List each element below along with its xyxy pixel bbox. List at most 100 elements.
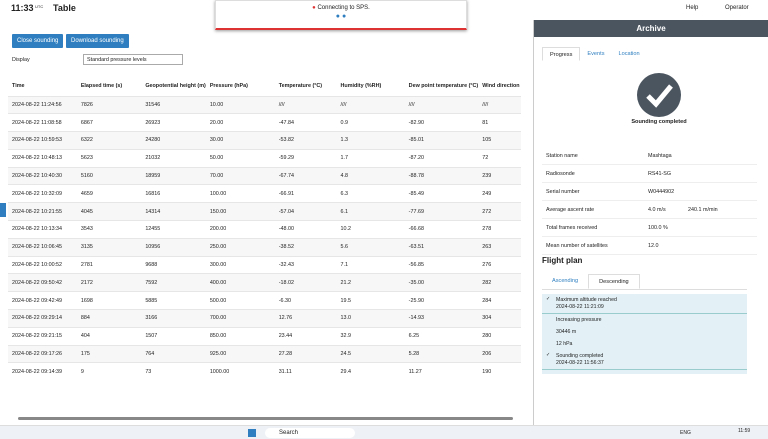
flight-tab[interactable]: Ascending	[552, 278, 579, 284]
table-row[interactable]: 2024-08-22 09:17:26 175 764 925.00 27.28 24.5…	[8, 345, 521, 363]
item-time: 2024-08-22 11:56:37	[556, 360, 604, 366]
table-cell: 4659	[80, 190, 93, 197]
table-cell: 27.28	[278, 351, 293, 358]
flight-plan-title: Flight plan	[542, 256, 583, 265]
table-cell: 1.7	[340, 155, 349, 162]
table-cell: 21.2	[340, 279, 352, 286]
item-label: 30446 m	[556, 329, 577, 335]
table-cell: 24.5	[340, 351, 352, 358]
archive-tab[interactable]: Events	[587, 51, 605, 57]
table-row[interactable]: 2024-08-22 10:06:45 3135 10956 250.00 -38.52…	[8, 238, 521, 257]
table-row[interactable]: 2024-08-22 10:13:34 3543 12455 200.00 -48.00…	[8, 220, 521, 239]
column-header: Geopotential height (m)	[145, 82, 206, 89]
table-cell: 19.5	[340, 297, 352, 304]
table-cell: 10.2	[340, 226, 352, 233]
field-row: Station name Mashtaga	[542, 147, 757, 165]
table-cell: ////	[482, 101, 489, 108]
table-cell: 2781	[80, 262, 93, 269]
table-cell: -82.90	[408, 119, 424, 126]
table-cell: 278	[482, 226, 492, 233]
table-cell: -35.00	[408, 279, 424, 286]
table-cell: 3135	[80, 244, 93, 251]
table-cell: 20.00	[209, 119, 224, 126]
table-row[interactable]: 2024-08-22 10:32:09 4659 16816 100.00 -66.91…	[8, 184, 521, 203]
display-select[interactable]: Standard pressure levels	[83, 54, 183, 65]
table-cell: -25.90	[408, 297, 424, 304]
table-row[interactable]: 2024-08-22 10:59:53 6322 24280 30.00 -53.82 1…	[8, 131, 521, 150]
table-cell: 850.00	[209, 333, 227, 340]
table-cell: 0.9	[340, 119, 349, 126]
table-cell: 700.00	[209, 315, 227, 322]
table-cell: 1000.00	[209, 369, 230, 376]
table-cell: 6322	[80, 137, 93, 144]
table-cell: 2024-08-22 10:40:30	[12, 173, 63, 180]
table-cell: 1698	[80, 297, 93, 304]
table-cell: -53.82	[278, 137, 294, 144]
table-row[interactable]: 2024-08-22 09:42:49 1698 5885 500.00 -6.30 19…	[8, 291, 521, 310]
language[interactable]: ENG	[680, 430, 691, 436]
user-menu[interactable]: Operator	[725, 5, 749, 11]
table-cell: 6.3	[340, 190, 349, 197]
side-toggle[interactable]	[0, 203, 6, 217]
help-menu[interactable]: Help	[686, 5, 699, 11]
table-cell: 9	[80, 369, 84, 376]
table-cell: -66.91	[278, 190, 294, 197]
column-header: Dew point temperature (°C)	[408, 82, 479, 89]
field-label: Mean number of satellites	[546, 243, 608, 249]
table-cell: 50.00	[209, 155, 224, 162]
field-value: RS41-SG	[648, 171, 672, 177]
flight-item: ✓ Sounding completed 2024-08-22 11:56:37	[542, 350, 747, 370]
table-row[interactable]: 2024-08-22 11:08:58 6867 26923 20.00 -47.84 0…	[8, 113, 521, 132]
column-header: Elapsed time (s)	[80, 82, 123, 89]
table-cell: 5.6	[340, 244, 349, 251]
table-row[interactable]: 2024-08-22 09:29:14 884 3166 700.00 12.76 13.…	[8, 309, 521, 328]
table-cell: 272	[482, 208, 492, 215]
system-clock[interactable]: 11:59	[738, 428, 751, 434]
table-cell: 2172	[80, 279, 93, 286]
table-cell: 3543	[80, 226, 93, 233]
table-cell: 764	[145, 351, 155, 358]
flight-tabs: Ascending Descending	[542, 274, 747, 290]
archive-panel: Archive Progress Events Location Sounding …	[533, 20, 768, 425]
column-header: Humidity (%RH)	[340, 82, 382, 89]
table-cell: 175	[80, 351, 90, 358]
table-cell: 5160	[80, 173, 93, 180]
table-cell: 276	[482, 262, 492, 269]
table-row[interactable]: 2024-08-22 10:48:13 5623 21032 50.00 -59.29 1…	[8, 149, 521, 167]
table-row[interactable]: 2024-08-22 09:50:42 2172 7592 400.00 -18.02 2…	[8, 273, 521, 292]
table-cell: 249	[482, 190, 492, 197]
table-cell: 2024-08-22 11:08:58	[12, 119, 62, 126]
table-cell: 4045	[80, 208, 93, 215]
table-row[interactable]: 2024-08-22 11:24:56 7826 31546 10.00 //// ///…	[8, 96, 521, 114]
column-header: Temperature (°C)	[278, 82, 323, 89]
start-button[interactable]	[248, 429, 256, 437]
table-row[interactable]: 2024-08-22 09:14:39 9 73 1000.00 31.11 29.4 11…	[8, 362, 521, 381]
item-time: 2024-08-22 11:21:09	[556, 304, 604, 310]
table-cell: 2024-08-22 09:17:26	[12, 351, 63, 358]
flight-tab[interactable]: Descending	[588, 274, 640, 289]
table-cell: 2024-08-22 09:50:42	[12, 279, 63, 286]
download-button[interactable]: Download sounding	[66, 34, 129, 48]
view-title: Table	[53, 3, 76, 13]
table-cell: 7592	[145, 279, 158, 286]
table-row[interactable]: 2024-08-22 10:21:55 4045 14314 150.00 -57.04…	[8, 202, 521, 221]
table-row[interactable]: 2024-08-22 09:21:15 404 1507 850.00 23.44 32.…	[8, 327, 521, 345]
table-cell: 250.00	[209, 244, 227, 251]
field-value: W0444902	[648, 189, 675, 195]
table-cell: 30.00	[209, 137, 224, 144]
field-value: Mashtaga	[648, 153, 672, 159]
column-header: Time	[12, 82, 25, 89]
archive-tab[interactable]: Progress	[542, 47, 581, 61]
search-box[interactable]: Search	[265, 428, 355, 438]
table-cell: 1507	[145, 333, 158, 340]
table-cell: 2024-08-22 10:32:09	[12, 190, 63, 197]
table-row[interactable]: 2024-08-22 10:40:30 5160 18959 70.00 -67.74 4…	[8, 167, 521, 185]
table-cell: 10.00	[209, 101, 224, 108]
table-cell: 7826	[80, 101, 93, 108]
close-button[interactable]: Close sounding	[12, 34, 64, 48]
archive-tab[interactable]: Location	[618, 51, 640, 57]
flight-item: 12 hPa	[542, 338, 747, 350]
table-row[interactable]: 2024-08-22 10:00:52 2781 9688 300.00 -32.43 7…	[8, 256, 521, 274]
scrollbar[interactable]	[18, 417, 513, 420]
